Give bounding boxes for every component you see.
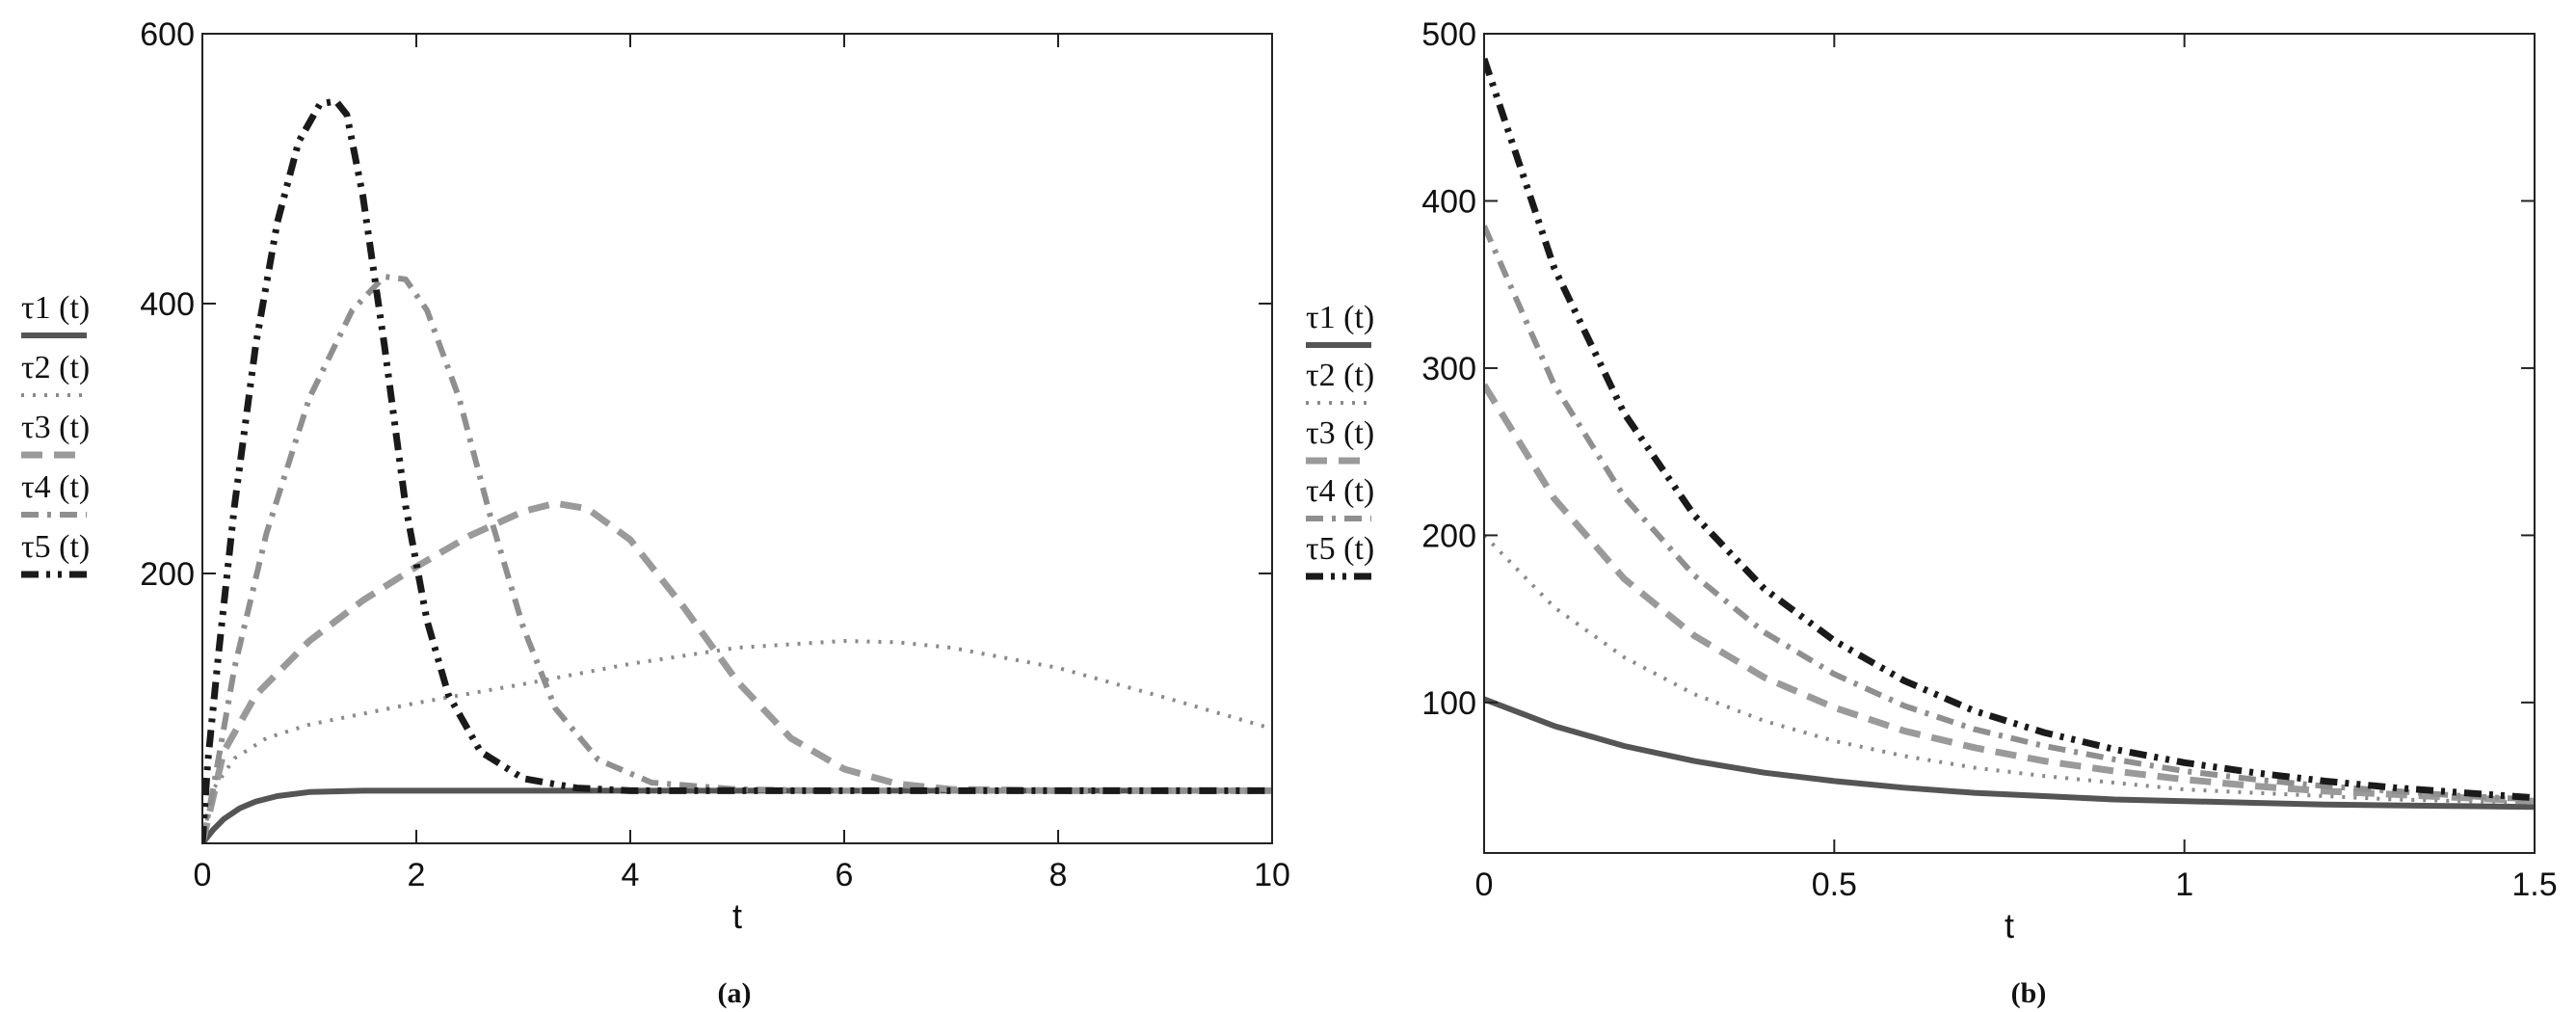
- panel-caption: (a): [718, 977, 752, 1009]
- legend-label-tau1: τ1 (t): [21, 290, 90, 326]
- legend-label-tau1: τ1 (t): [1306, 300, 1374, 335]
- legend-label-tau5: τ5 (t): [1306, 531, 1374, 567]
- x-axis-label: t: [2005, 906, 2014, 945]
- legend-label-tau4: τ4 (t): [21, 469, 90, 505]
- legend-label-tau5: τ5 (t): [21, 529, 90, 565]
- x-tick-label: 1: [2175, 866, 2193, 903]
- x-tick-label: 1.5: [2511, 866, 2557, 903]
- series-line-tau3: [1484, 383, 2535, 805]
- x-tick-label: 6: [836, 857, 854, 893]
- y-tick-label: 300: [1421, 351, 1476, 387]
- x-tick-label: 2: [408, 857, 426, 893]
- y-tick-label: 400: [1421, 183, 1476, 220]
- legend-label-tau2: τ2 (t): [21, 350, 90, 386]
- series-line-tau1: [1484, 696, 2535, 811]
- series-line-tau4: [1484, 225, 2535, 803]
- x-axis-label: t: [732, 896, 742, 936]
- x-tick-label: 0.5: [1812, 866, 1857, 903]
- series-line-tau1: [202, 787, 1272, 843]
- y-tick-label: 500: [1421, 16, 1476, 53]
- panel-b: 0 0.5 1 1.5 100 200 300 400 500 t τ1 (t) τ2 (t) τ3 (…: [1306, 16, 2558, 1009]
- series-line-tau2: [202, 639, 1272, 843]
- legend-label-tau3: τ3 (t): [1306, 415, 1374, 451]
- x-tick-label: 10: [1254, 857, 1290, 893]
- x-tick-label: 8: [1049, 857, 1068, 893]
- series-line-tau3: [202, 499, 1272, 843]
- legend-label-tau3: τ3 (t): [21, 410, 90, 445]
- y-tick-label: 400: [140, 286, 195, 323]
- x-tick-label: 0: [1475, 866, 1494, 903]
- series-group: [1484, 57, 2535, 811]
- plot-frame: [201, 33, 1273, 844]
- x-tick-label: 4: [622, 857, 640, 893]
- legend-label-tau2: τ2 (t): [1306, 358, 1374, 393]
- x-tick-label: 0: [194, 857, 212, 893]
- series-line-tau2: [1484, 534, 2535, 805]
- series-line-tau5: [202, 97, 1272, 843]
- panel-a: 0 2 4 6 8 10 200 400 600 t τ1 (t) τ2 (t) τ3 (t) τ4 (t…: [21, 16, 1290, 1009]
- panel-caption: (b): [2011, 977, 2047, 1009]
- y-tick-label: 200: [1421, 518, 1476, 554]
- series-group: [202, 97, 1272, 843]
- y-tick-label: 100: [1421, 685, 1476, 722]
- legend-label-tau4: τ4 (t): [1306, 473, 1374, 509]
- plot-frame: [1483, 33, 2536, 854]
- y-tick-label: 200: [140, 556, 195, 593]
- series-line-tau4: [202, 274, 1272, 843]
- series-line-tau5: [1484, 57, 2535, 802]
- y-tick-label: 600: [140, 16, 195, 53]
